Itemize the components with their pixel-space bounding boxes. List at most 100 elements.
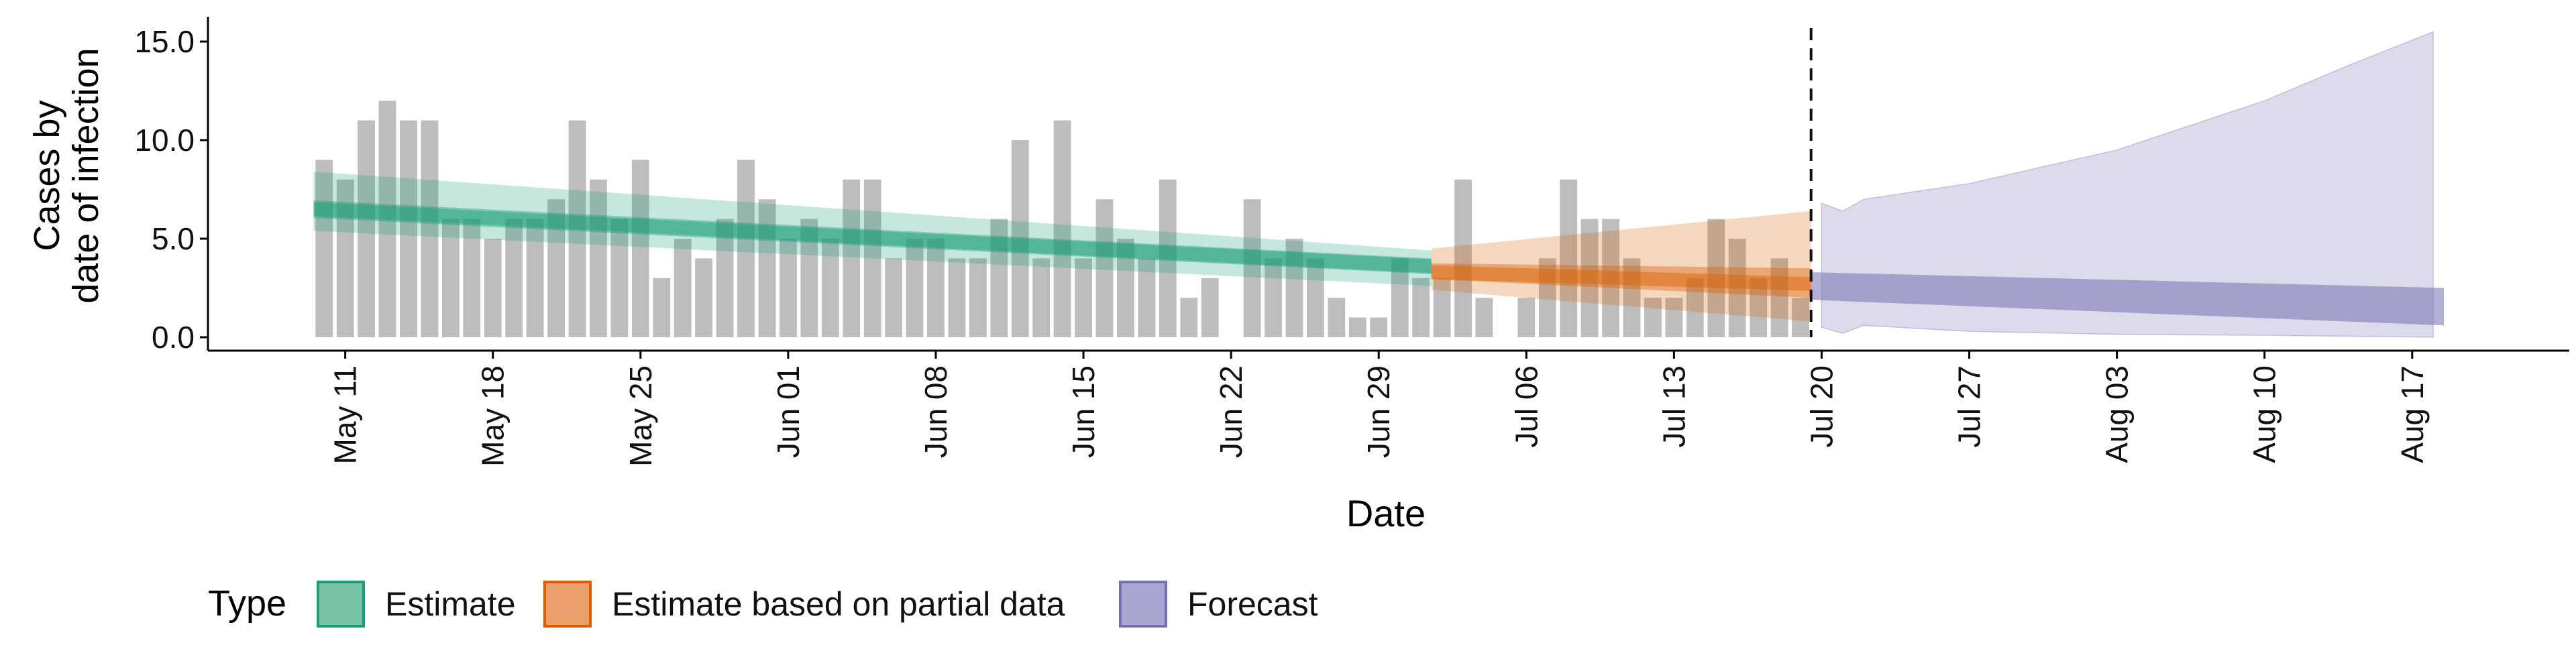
x-tick-label: Jul 27 xyxy=(1952,365,1987,448)
observed-case-bar xyxy=(610,219,629,337)
observed-case-bar xyxy=(378,101,396,337)
legend-label: Estimate xyxy=(385,585,516,623)
observed-case-bar xyxy=(505,219,523,337)
observed-case-bar xyxy=(1770,258,1788,337)
estimate-based-on-partial-data-outer-band xyxy=(1431,211,1811,322)
observed-case-bar xyxy=(421,120,439,337)
y-axis-title: Cases bydate of infection xyxy=(27,48,106,303)
observed-case-bar xyxy=(716,219,734,337)
observed-case-bar xyxy=(400,120,417,337)
observed-case-bar xyxy=(484,239,502,337)
observed-case-bar xyxy=(1644,298,1662,337)
observed-case-bar xyxy=(800,219,818,337)
observed-case-bar xyxy=(927,239,945,337)
observed-case-bar xyxy=(1095,199,1114,337)
estimate-ribbons-layer xyxy=(313,31,2444,338)
observed-case-bar xyxy=(653,278,671,337)
observed-case-bar xyxy=(1538,258,1556,337)
legend: Type Estimate Estimate based on partial da… xyxy=(208,581,1318,628)
x-tick-label: May 11 xyxy=(328,365,363,464)
observed-case-bar xyxy=(1180,298,1198,337)
observed-case-bar xyxy=(695,258,712,337)
estimate-inner-band xyxy=(313,200,1432,274)
observed-case-bar xyxy=(1391,258,1409,337)
x-tick-label: Aug 17 xyxy=(2395,365,2430,463)
observed-case-bar xyxy=(758,199,776,337)
observed-case-bar xyxy=(1053,120,1071,337)
observed-case-bar xyxy=(948,258,966,337)
estimate-based-on-partial-data-median-band xyxy=(1431,265,1811,291)
y-axis-title-line: date of infection xyxy=(66,48,106,303)
observed-case-bar xyxy=(1686,278,1704,337)
observed-case-bar xyxy=(780,239,797,337)
legend-key xyxy=(543,581,592,628)
estimate-outer-band xyxy=(313,172,1432,286)
observed-case-bar xyxy=(1517,298,1536,337)
forecast-inner-band xyxy=(1811,272,2444,326)
observed-case-bar xyxy=(1665,298,1683,337)
observed-case-bar xyxy=(906,239,924,337)
observed-case-bar xyxy=(1792,298,1809,337)
observed-case-bar xyxy=(315,160,333,337)
observed-cases-layer xyxy=(315,101,1809,337)
observed-case-bar xyxy=(1032,258,1051,337)
observed-case-bar xyxy=(1454,179,1472,337)
observed-case-bar xyxy=(1243,199,1261,337)
legend-title: Type xyxy=(208,583,286,624)
observed-case-bar xyxy=(568,120,586,337)
x-tick-label: Jun 29 xyxy=(1361,365,1396,458)
observed-case-bar xyxy=(631,160,649,337)
x-tick-label: Jul 06 xyxy=(1509,365,1544,448)
observed-case-bar xyxy=(1285,239,1303,337)
observed-case-bar xyxy=(821,239,839,337)
observed-case-bar xyxy=(843,179,861,337)
observed-case-bar xyxy=(1707,219,1725,337)
y-tick-label: 0.0 xyxy=(152,320,195,355)
observed-case-bar xyxy=(358,120,375,337)
observed-case-bar xyxy=(1750,278,1768,337)
estimate-based-on-partial-data-inner-band xyxy=(1431,263,1811,298)
observed-case-bar xyxy=(1201,278,1219,337)
observed-case-bar xyxy=(590,179,607,337)
forecast-outer-band xyxy=(1821,31,2434,338)
x-tick-label: May 25 xyxy=(623,365,658,467)
observed-case-bar xyxy=(885,258,902,337)
observed-case-bar xyxy=(1602,219,1619,337)
observed-case-bar xyxy=(1412,278,1430,337)
observed-case-bar xyxy=(1075,258,1092,337)
legend-key xyxy=(317,581,365,628)
observed-case-bar xyxy=(1138,258,1156,337)
legend-label: Forecast xyxy=(1187,585,1318,623)
observed-case-bar xyxy=(1370,317,1388,337)
x-tick-label: Jul 20 xyxy=(1805,365,1839,448)
observed-case-bar xyxy=(336,179,354,337)
observed-case-bar xyxy=(674,239,692,337)
estimate-median-band xyxy=(313,202,1432,274)
observed-case-bar xyxy=(1623,258,1641,337)
observed-case-bar xyxy=(526,219,544,337)
x-tick-label: Jun 01 xyxy=(771,365,806,458)
legend-label: Estimate based on partial data xyxy=(612,585,1065,623)
x-tick-label: May 18 xyxy=(476,365,511,467)
observed-case-bar xyxy=(1328,298,1346,337)
observed-case-bar xyxy=(1011,140,1029,337)
x-tick-label: Aug 10 xyxy=(2247,365,2282,463)
observed-case-bar xyxy=(990,219,1008,337)
observed-case-bar xyxy=(1580,219,1599,337)
observed-case-bar xyxy=(1159,179,1177,337)
x-tick-label: Jun 08 xyxy=(918,365,953,458)
observed-case-bar xyxy=(1433,278,1451,337)
observed-case-bar xyxy=(1560,179,1578,337)
observed-case-bar xyxy=(463,219,481,337)
x-axis-title: Date xyxy=(1346,492,1426,534)
x-tick-label: Jun 22 xyxy=(1214,365,1248,458)
observed-case-bar xyxy=(737,160,755,337)
y-tick-label: 5.0 xyxy=(152,221,195,256)
observed-case-bar xyxy=(969,258,987,337)
x-tick-label: Jul 13 xyxy=(1656,365,1691,448)
y-tick-label: 15.0 xyxy=(134,24,195,59)
axes-layer: 0.0 5.0 10.0 15.0 May 11 May 18 May 25 Jun 01 Ju… xyxy=(27,17,2569,534)
y-axis-title-line: Cases by xyxy=(27,100,67,251)
x-tick-label: Aug 03 xyxy=(2100,365,2135,463)
